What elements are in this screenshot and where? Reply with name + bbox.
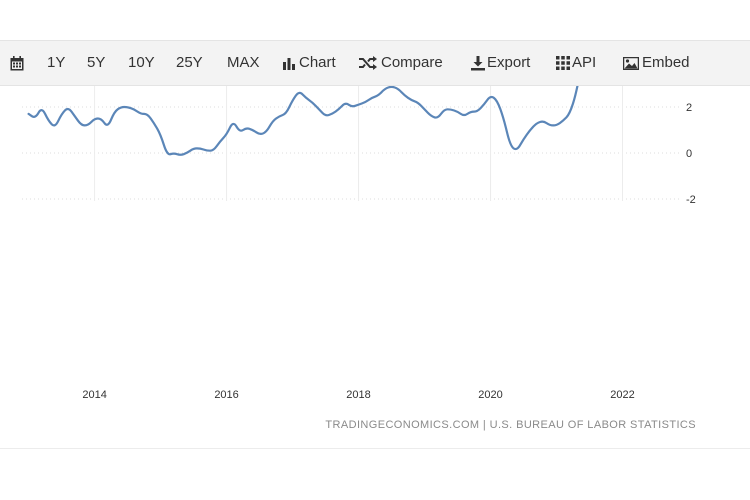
download-icon <box>471 55 485 71</box>
embed-button[interactable]: Embed <box>623 41 690 85</box>
series-line <box>27 86 579 156</box>
range-1y-button[interactable]: 1Y <box>47 54 66 71</box>
export-button-label: Export <box>487 54 531 72</box>
x-tick-label: 2016 <box>214 389 238 401</box>
image-icon <box>623 56 639 70</box>
shuffle-icon <box>359 56 377 71</box>
range-5y-button[interactable]: 5Y <box>87 54 106 71</box>
y-tick-label: 0 <box>686 148 692 160</box>
range-10y-button[interactable]: 10Y <box>128 54 155 71</box>
api-button[interactable]: API <box>556 41 596 85</box>
y-tick-label: 2 <box>686 102 692 114</box>
range-max-button[interactable]: MAX <box>227 54 260 71</box>
x-tick-label: 2014 <box>82 389 106 401</box>
calendar-icon[interactable] <box>10 41 28 85</box>
chart-toolbar: 1Y 5Y 10Y 25Y MAX Chart Compare Export A… <box>0 40 750 86</box>
embed-button-label: Embed <box>642 54 690 72</box>
y-tick-label: -2 <box>686 194 696 206</box>
api-button-label: API <box>572 54 597 72</box>
x-tick-label: 2022 <box>610 389 634 401</box>
x-tick-label: 2020 <box>478 389 502 401</box>
chart-button[interactable]: Chart <box>283 41 336 85</box>
export-button[interactable]: Export <box>471 41 530 85</box>
compare-button[interactable]: Compare <box>359 41 443 85</box>
source-attribution: TRADINGECONOMICS.COM | U.S. BUREAU OF LA… <box>325 419 696 431</box>
x-tick-label: 2018 <box>346 389 370 401</box>
bar-chart-icon <box>283 58 295 71</box>
range-25y-button[interactable]: 25Y <box>176 54 203 71</box>
chart-button-label: Chart <box>299 54 336 72</box>
grid-icon <box>556 56 570 71</box>
compare-button-label: Compare <box>381 54 443 72</box>
footer-divider <box>0 448 750 449</box>
